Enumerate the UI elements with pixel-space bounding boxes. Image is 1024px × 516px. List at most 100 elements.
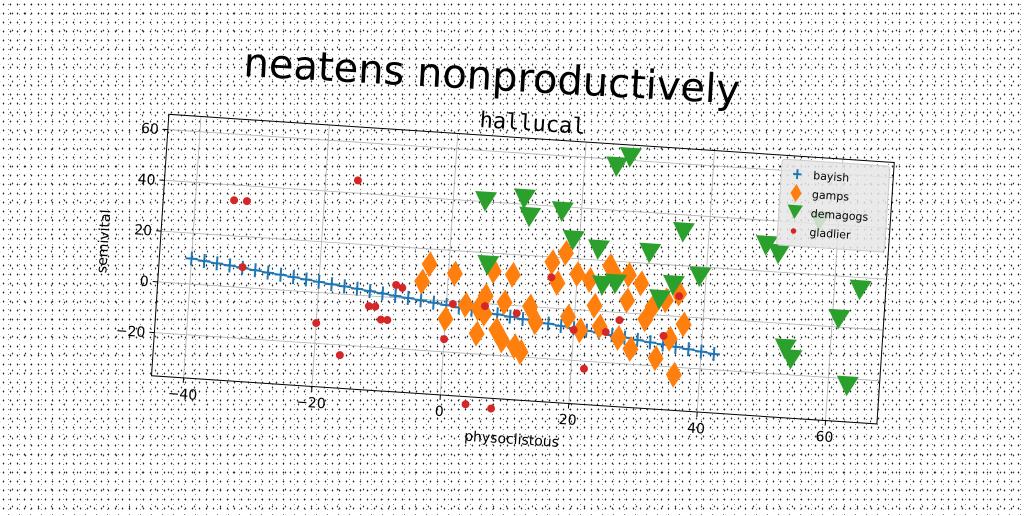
bayish-point xyxy=(376,286,389,301)
bayish-point xyxy=(695,344,708,359)
y-tick-label: −20 xyxy=(115,323,146,341)
demagogs-point xyxy=(605,156,628,177)
bayish-point-v xyxy=(369,284,370,298)
bayish-point-v xyxy=(713,347,714,361)
gladlier-point xyxy=(243,197,252,206)
bayish-point-v xyxy=(268,266,269,280)
gamps-point xyxy=(504,261,522,288)
y-tick-label: 60 xyxy=(140,121,159,138)
bayish-point-v xyxy=(331,277,332,291)
bayish-point xyxy=(707,347,720,362)
x-axis-label: physoclistous xyxy=(464,429,560,451)
gladlier-point xyxy=(383,316,392,325)
bayish-point-v xyxy=(522,312,523,326)
bayish-point-v xyxy=(293,270,294,284)
x-tick-label: 20 xyxy=(558,412,577,429)
gladlier-point xyxy=(615,316,624,325)
y-tick-label: 20 xyxy=(134,222,153,239)
legend-label-gladlier: gladlier xyxy=(809,226,851,242)
gladlier-point xyxy=(336,351,345,360)
demagogs-point xyxy=(688,266,711,287)
bayish-point-v xyxy=(408,291,409,305)
gladlier-point xyxy=(440,335,449,344)
x-tick-label: −40 xyxy=(167,386,198,404)
y-tick-label: 40 xyxy=(137,172,156,189)
bayish-point-v xyxy=(344,279,345,293)
bayish-point-v xyxy=(280,268,281,282)
bayish-point-v xyxy=(561,319,562,333)
bayish-point-v xyxy=(318,275,319,289)
bayish-point xyxy=(325,277,338,292)
gamps-point xyxy=(437,305,455,332)
demagogs-point xyxy=(474,191,497,212)
axes-title: hallucal xyxy=(479,108,586,140)
bayish-point-v xyxy=(191,252,192,266)
gladlier-point xyxy=(354,176,363,185)
gladlier-point xyxy=(238,263,247,272)
y-axis-label: semivital xyxy=(94,209,114,273)
bayish-point xyxy=(312,274,325,289)
gladlier-point xyxy=(461,400,470,409)
demagogs-point xyxy=(672,222,695,243)
bayish-point xyxy=(185,251,198,266)
x-tick-label: 40 xyxy=(687,420,706,437)
y-tick-label: 0 xyxy=(139,274,149,291)
x-tick-label: −20 xyxy=(296,394,327,412)
bayish-point-v xyxy=(204,254,205,268)
bayish-point xyxy=(249,263,262,278)
demagogs-point xyxy=(767,244,790,265)
bayish-point xyxy=(682,342,695,357)
bayish-point xyxy=(427,295,440,310)
bayish-point-v xyxy=(637,333,638,347)
bayish-point-v xyxy=(217,256,218,270)
demagogs-point xyxy=(779,349,802,370)
bayish-point-v xyxy=(433,296,434,310)
demagogs-point xyxy=(638,243,661,264)
bayish-point xyxy=(300,272,313,287)
legend-swatch-bayish-v xyxy=(797,169,798,179)
gladlier-point xyxy=(230,196,239,205)
bayish-point-v xyxy=(650,335,651,349)
x-grid-line xyxy=(312,125,329,386)
legend-label-bayish: bayish xyxy=(813,169,850,184)
x-tick-label: 60 xyxy=(815,429,834,446)
bayish-point xyxy=(402,291,415,306)
bayish-point-v xyxy=(688,342,689,356)
demagogs-point xyxy=(518,207,541,228)
bayish-point xyxy=(274,267,287,282)
bayish-point-v xyxy=(357,282,358,296)
bayish-point-v xyxy=(395,289,396,303)
bayish-point-v xyxy=(306,272,307,286)
demagogs-point xyxy=(587,239,610,260)
demagogs-point xyxy=(848,280,871,301)
bayish-point xyxy=(287,270,300,285)
bayish-point xyxy=(542,316,555,331)
demagogs-point xyxy=(513,188,536,209)
bayish-point xyxy=(198,254,211,269)
x-grid-line xyxy=(184,116,201,377)
legend-label-gamps: gamps xyxy=(812,188,850,203)
gamps-point xyxy=(569,261,587,288)
bayish-point xyxy=(351,281,364,296)
bayish-point-v xyxy=(420,293,421,307)
demagogs-point xyxy=(551,201,574,222)
bayish-point xyxy=(414,293,427,308)
gamps-point xyxy=(618,287,636,314)
bayish-point-v xyxy=(548,317,549,331)
gladlier-point xyxy=(487,404,496,413)
y-grid-line xyxy=(158,282,883,330)
gladlier-point xyxy=(580,365,589,374)
gamps-point xyxy=(665,361,683,388)
bayish-point xyxy=(223,258,236,273)
bayish-point xyxy=(211,256,224,271)
demagogs-point xyxy=(836,376,859,397)
gladlier-point xyxy=(312,319,321,328)
bayish-point-v xyxy=(382,286,383,300)
bayish-point-v xyxy=(510,310,511,324)
bayish-point-v xyxy=(255,263,256,277)
